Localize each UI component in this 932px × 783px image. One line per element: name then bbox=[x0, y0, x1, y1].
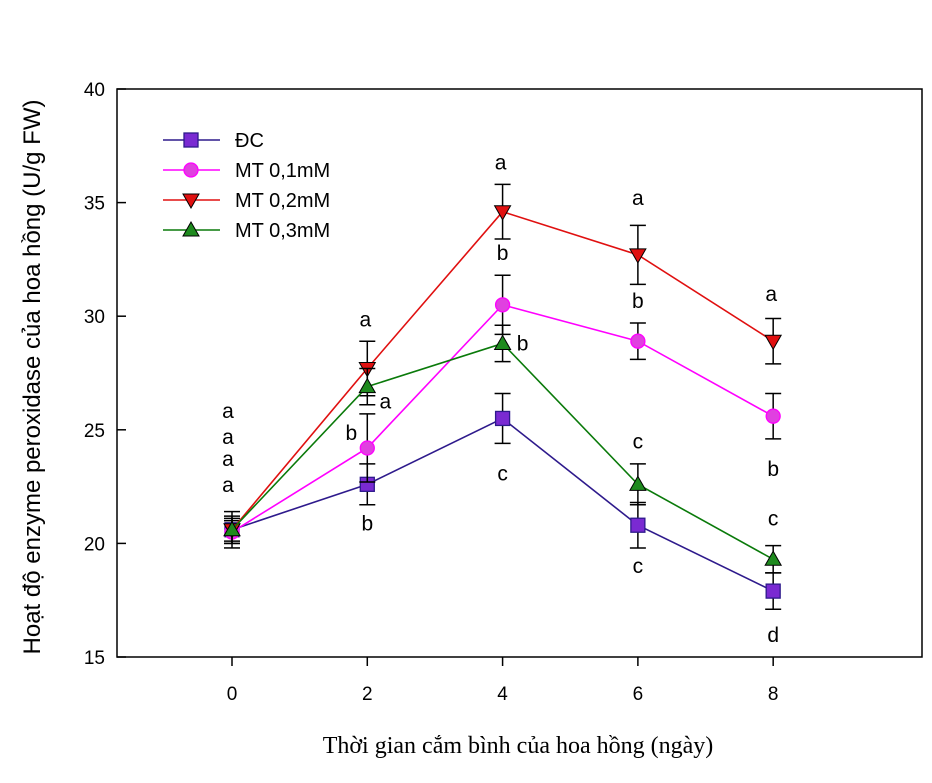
legend: ĐC MT 0,1mM MT 0,2mM MT 0,3mM bbox=[163, 130, 330, 242]
series-0 bbox=[224, 392, 782, 611]
significance-letter: b bbox=[361, 512, 373, 535]
significance-letter: b bbox=[345, 422, 357, 445]
legend-marker bbox=[183, 162, 199, 178]
y-tick-label: 25 bbox=[84, 421, 105, 442]
y-tick-label: 40 bbox=[84, 80, 105, 101]
significance-letter: a bbox=[359, 308, 371, 331]
y-axis: 15 20 25 30 35 40 bbox=[84, 80, 126, 669]
significance-letter: c bbox=[768, 507, 779, 530]
legend-label: MT 0,2mM bbox=[235, 190, 330, 212]
significance-letter: b bbox=[517, 332, 529, 355]
data-point bbox=[494, 297, 511, 313]
data-point bbox=[494, 410, 511, 427]
data-point bbox=[358, 377, 377, 394]
x-axis: 0 2 4 6 8 bbox=[227, 657, 779, 705]
series-layer bbox=[223, 183, 783, 611]
data-point bbox=[359, 440, 375, 456]
y-axis-label: Hoạt độ enzyme peroxidase của hoa hồng (… bbox=[19, 100, 46, 655]
legend-marker bbox=[183, 132, 199, 148]
y-tick-label: 30 bbox=[84, 307, 105, 328]
legend-item: MT 0,2mM bbox=[163, 190, 330, 212]
x-tick-label: 4 bbox=[497, 684, 508, 705]
plot-frame bbox=[116, 88, 923, 658]
significance-letter: a bbox=[222, 474, 234, 497]
data-point bbox=[630, 333, 646, 349]
y-tick-label: 20 bbox=[84, 534, 105, 555]
data-point bbox=[629, 248, 647, 264]
significance-letter: d bbox=[767, 624, 779, 647]
legend-label: ĐC bbox=[235, 130, 264, 152]
x-tick-label: 2 bbox=[362, 684, 373, 705]
significance-letter: a bbox=[495, 152, 507, 175]
data-point bbox=[765, 408, 781, 424]
data-point bbox=[629, 475, 647, 491]
significance-letter: b bbox=[632, 290, 644, 313]
series-3 bbox=[223, 324, 783, 574]
x-axis-label: Thời gian cắm bình của hoa hồng (ngày) bbox=[323, 733, 714, 759]
significance-letter: a bbox=[379, 391, 391, 414]
data-point bbox=[223, 520, 241, 537]
significance-letter: c bbox=[633, 430, 644, 453]
data-point bbox=[764, 334, 783, 351]
data-point bbox=[765, 583, 781, 599]
y-tick-label: 35 bbox=[84, 194, 105, 215]
significance-letter: b bbox=[497, 242, 509, 265]
significance-letter: c bbox=[633, 555, 644, 578]
significance-letter: a bbox=[222, 448, 234, 471]
x-tick-label: 0 bbox=[227, 684, 238, 705]
significance-letter: a bbox=[222, 400, 234, 423]
legend-marker bbox=[182, 193, 200, 210]
series-line bbox=[231, 342, 774, 561]
data-point bbox=[630, 517, 646, 533]
legend-item: ĐC bbox=[163, 130, 264, 152]
data-point bbox=[493, 334, 512, 350]
significance-letter: a bbox=[222, 426, 234, 449]
data-point bbox=[493, 205, 512, 221]
significance-letter: c bbox=[497, 462, 508, 485]
legend-item: MT 0,3mM bbox=[163, 220, 330, 242]
significance-letter: a bbox=[765, 283, 777, 306]
significance-letter: b bbox=[767, 458, 779, 481]
data-point bbox=[764, 550, 783, 566]
x-tick-label: 6 bbox=[633, 684, 644, 705]
significance-letter: a bbox=[632, 187, 644, 210]
x-tick-label: 8 bbox=[768, 684, 779, 705]
legend-label: MT 0,3mM bbox=[235, 220, 330, 242]
legend-item: MT 0,1mM bbox=[163, 160, 330, 182]
legend-label: MT 0,1mM bbox=[235, 160, 330, 182]
legend-marker bbox=[182, 220, 200, 237]
y-tick-label: 15 bbox=[84, 648, 105, 669]
